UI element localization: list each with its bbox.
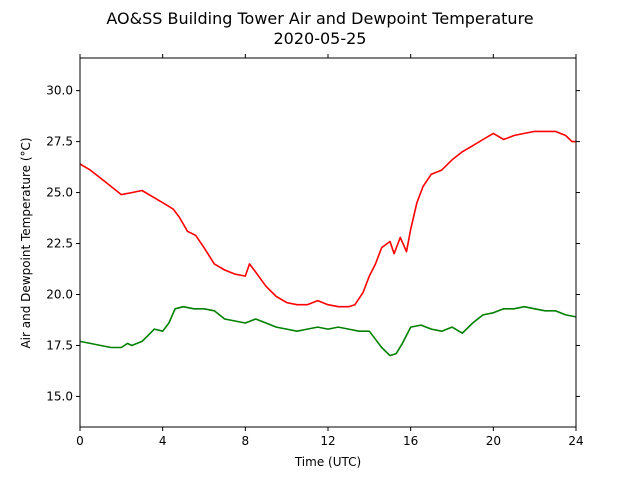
y-tick-label: 22.5	[46, 237, 73, 251]
plot-area: 0 4 8 12 16 20 24 15.0 17.5 20.0 22.5 25.0 27.5 30.0	[46, 54, 584, 448]
y-tick-label: 30.0	[46, 84, 73, 98]
chart-title: AO&SS Building Tower Air and Dewpoint Te…	[106, 9, 533, 28]
x-tick-label: 24	[568, 434, 583, 448]
x-axis-label: Time (UTC)	[294, 455, 361, 469]
x-tick-label: 20	[486, 434, 501, 448]
y-axis-label: Air and Dewpoint Temperature (°C)	[19, 137, 33, 348]
y-tick-label: 15.0	[46, 389, 73, 403]
x-tick-label: 12	[320, 434, 335, 448]
chart-subtitle: 2020-05-25	[274, 29, 367, 48]
y-tick-label: 20.0	[46, 287, 73, 301]
y-tick-label: 17.5	[46, 338, 73, 352]
series-line-1	[79, 305, 577, 357]
y-tick-label: 27.5	[46, 135, 73, 149]
x-tick-label: 4	[159, 434, 167, 448]
x-tick-label: 8	[242, 434, 250, 448]
y-tick-label: 25.0	[46, 186, 73, 200]
x-tick-label: 16	[403, 434, 418, 448]
series-line-0	[79, 130, 576, 308]
x-tick-label: 0	[76, 434, 84, 448]
plot-frame	[79, 57, 577, 428]
